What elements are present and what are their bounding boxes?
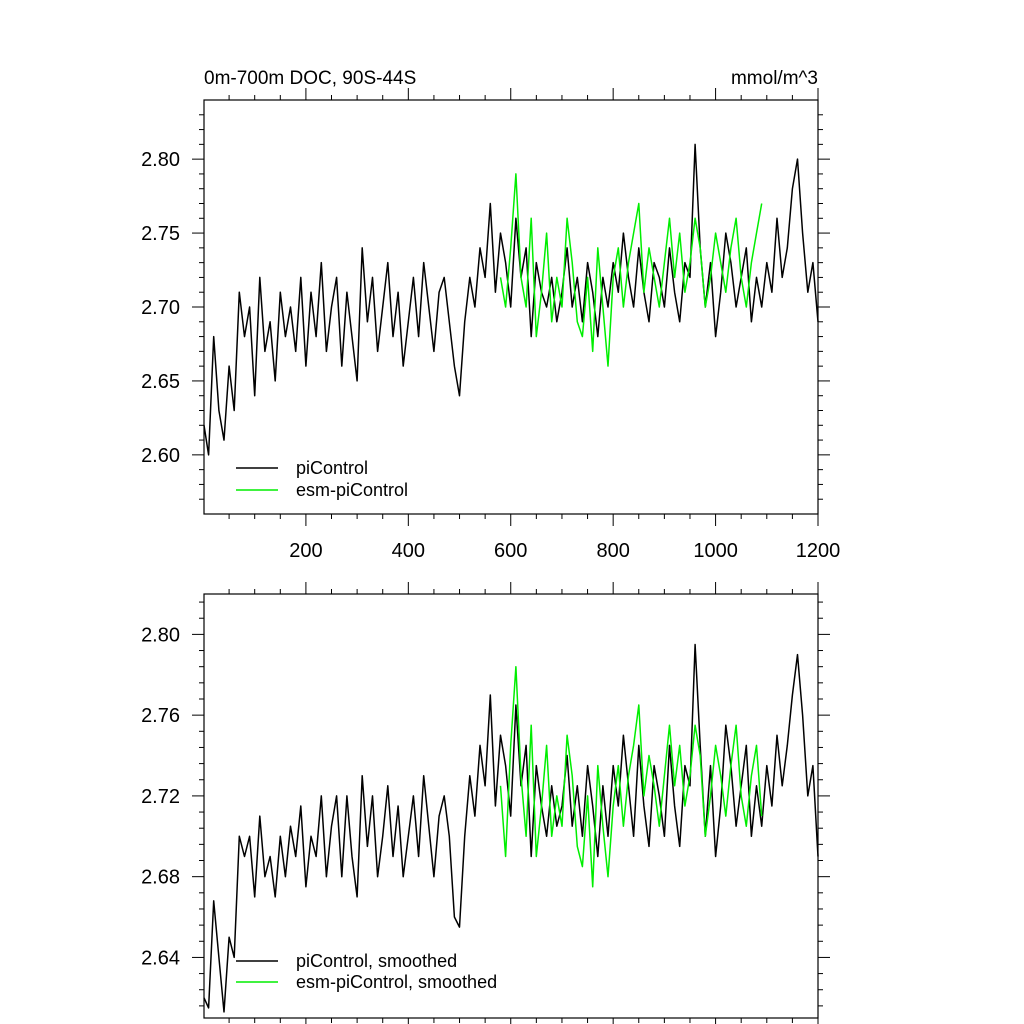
x-tick-label: 200	[289, 540, 322, 562]
top-panel: 0m-700m DOC, 90S-44S mmol/m^3 200 400 600 8…	[141, 68, 840, 562]
series-line-picontrol-smoothed	[203, 643, 819, 1013]
x-tick-label: 400	[392, 540, 425, 562]
y-tick-label: 2.80	[141, 624, 180, 646]
y-tick-label: 2.65	[141, 371, 180, 393]
bottom-panel: 2.64 2.68 2.72 2.76 2.80 piControl, smoothed…	[141, 582, 830, 1024]
x-tick-label: 800	[596, 540, 629, 562]
legend-label-esm-picontrol-smoothed: esm-piControl, smoothed	[296, 972, 497, 992]
legend-label-picontrol: piControl	[296, 458, 368, 478]
top-legend: piControl esm-piControl	[236, 458, 408, 500]
y-tick-label: 2.72	[141, 786, 180, 808]
top-panel-title: 0m-700m DOC, 90S-44S	[204, 68, 416, 89]
x-tick-label: 600	[494, 540, 527, 562]
y-tick-label: 2.64	[141, 947, 180, 969]
x-tick-label: 1000	[693, 540, 738, 562]
bottom-panel-lines	[203, 643, 819, 1013]
top-panel-ticks: 200 400 600 800 1000 1200 2.60 2.65 2.70 2.75 2.80	[141, 88, 840, 562]
bottom-legend: piControl, smoothed esm-piControl, smoot…	[236, 951, 497, 992]
top-panel-units: mmol/m^3	[731, 68, 818, 89]
y-tick-label: 2.70	[141, 297, 180, 319]
y-tick-label: 2.60	[141, 445, 180, 467]
y-tick-label: 2.68	[141, 867, 180, 889]
legend-label-picontrol-smoothed: piControl, smoothed	[296, 951, 457, 971]
series-line-esm-picontrol	[499, 173, 763, 367]
bottom-panel-ticks: 2.64 2.68 2.72 2.76 2.80	[141, 582, 830, 1024]
series-line-picontrol	[203, 143, 819, 456]
y-tick-label: 2.80	[141, 149, 180, 171]
legend-label-esm-picontrol: esm-piControl	[296, 480, 408, 500]
y-tick-label: 2.75	[141, 223, 180, 245]
top-panel-lines	[203, 143, 819, 456]
x-tick-label: 1200	[796, 540, 841, 562]
y-tick-label: 2.76	[141, 705, 180, 727]
series-line-esm-picontrol-smoothed	[499, 665, 763, 888]
